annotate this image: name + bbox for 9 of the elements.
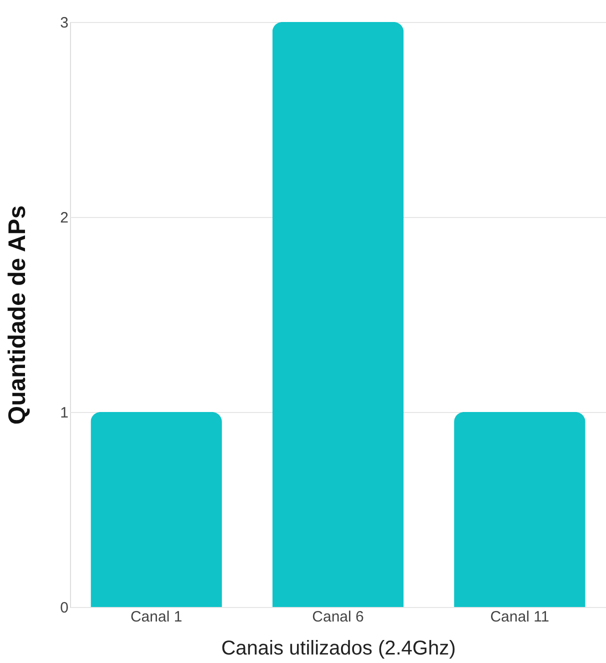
y-axis-title: Quantidade de APs	[4, 205, 32, 425]
y-tick-label: 2	[60, 210, 68, 226]
y-tick-label: 0	[60, 600, 68, 616]
x-axis-title: Canais utilizados (2.4Ghz)	[221, 638, 456, 660]
y-tick-label: 3	[60, 14, 68, 32]
y-tick-label: 1	[60, 404, 68, 422]
x-tick-label: Canal 11	[490, 608, 550, 626]
x-tick-label: Canal 6	[312, 608, 364, 626]
x-tick-label: Canal 1	[130, 608, 182, 626]
